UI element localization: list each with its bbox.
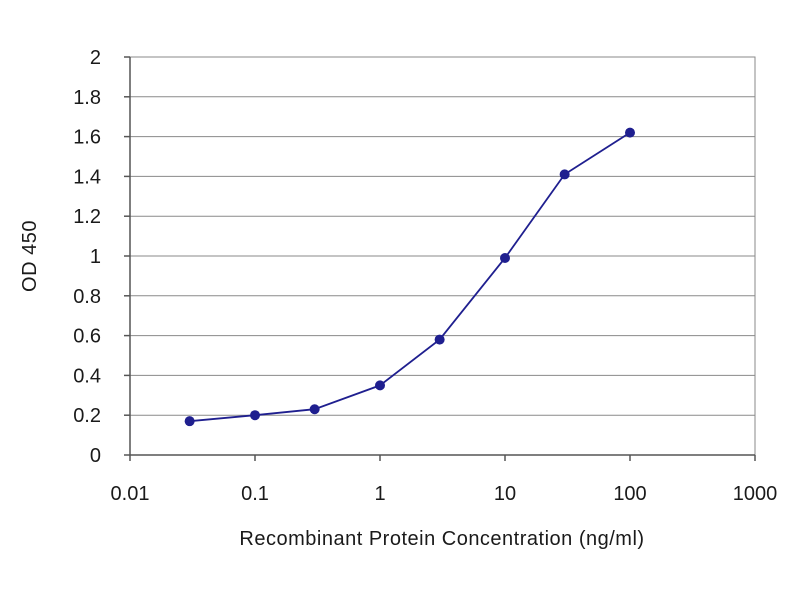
x-tick-label-1: 0.1: [241, 483, 269, 505]
data-point-0-1: [250, 410, 260, 421]
y-tick-label-8: 1.6: [73, 127, 101, 149]
data-point-0-3: [375, 380, 385, 391]
data-point-0-4: [434, 334, 445, 345]
x-axis-title: Recombinant Protein Concentration (ng/ml…: [239, 528, 644, 550]
x-tick-label-4: 100: [613, 483, 646, 505]
gridlines: [130, 96, 755, 416]
data-point-0-7: [625, 127, 635, 138]
series-line-0: [189, 131, 631, 423]
y-axis-ticks: 0 0.2 0.4 0.6 0.8 1 1.2 1.4 1.6 1.8 2: [73, 47, 130, 467]
y-tick-label-0: 0: [90, 445, 101, 467]
y-tick-label-4: 0.8: [73, 286, 101, 308]
data-point-0-5: [500, 252, 510, 263]
y-tick-label-5: 1: [90, 246, 101, 268]
series-layer: [184, 127, 635, 427]
x-axis-ticks: 0.01 0.1 1 10 100 1000: [111, 455, 778, 505]
y-tick-label-1: 0.2: [73, 405, 101, 427]
x-tick-label-0: 0.01: [111, 483, 150, 505]
y-tick-label-9: 1.8: [73, 87, 101, 109]
y-tick-label-3: 0.6: [73, 326, 101, 348]
y-tick-label-2: 0.4: [73, 365, 101, 387]
data-point-0-6: [559, 169, 570, 180]
y-tick-label-6: 1.2: [73, 206, 101, 228]
data-point-0-2: [309, 404, 320, 415]
y-axis-title: OD 450: [19, 220, 41, 292]
x-tick-label-5: 1000: [733, 483, 778, 505]
y-tick-label-10: 2: [90, 47, 101, 69]
x-tick-label-3: 10: [494, 483, 516, 505]
y-tick-label-7: 1.4: [73, 166, 101, 188]
data-point-0-0: [184, 416, 195, 427]
x-tick-label-2: 1: [374, 483, 385, 505]
